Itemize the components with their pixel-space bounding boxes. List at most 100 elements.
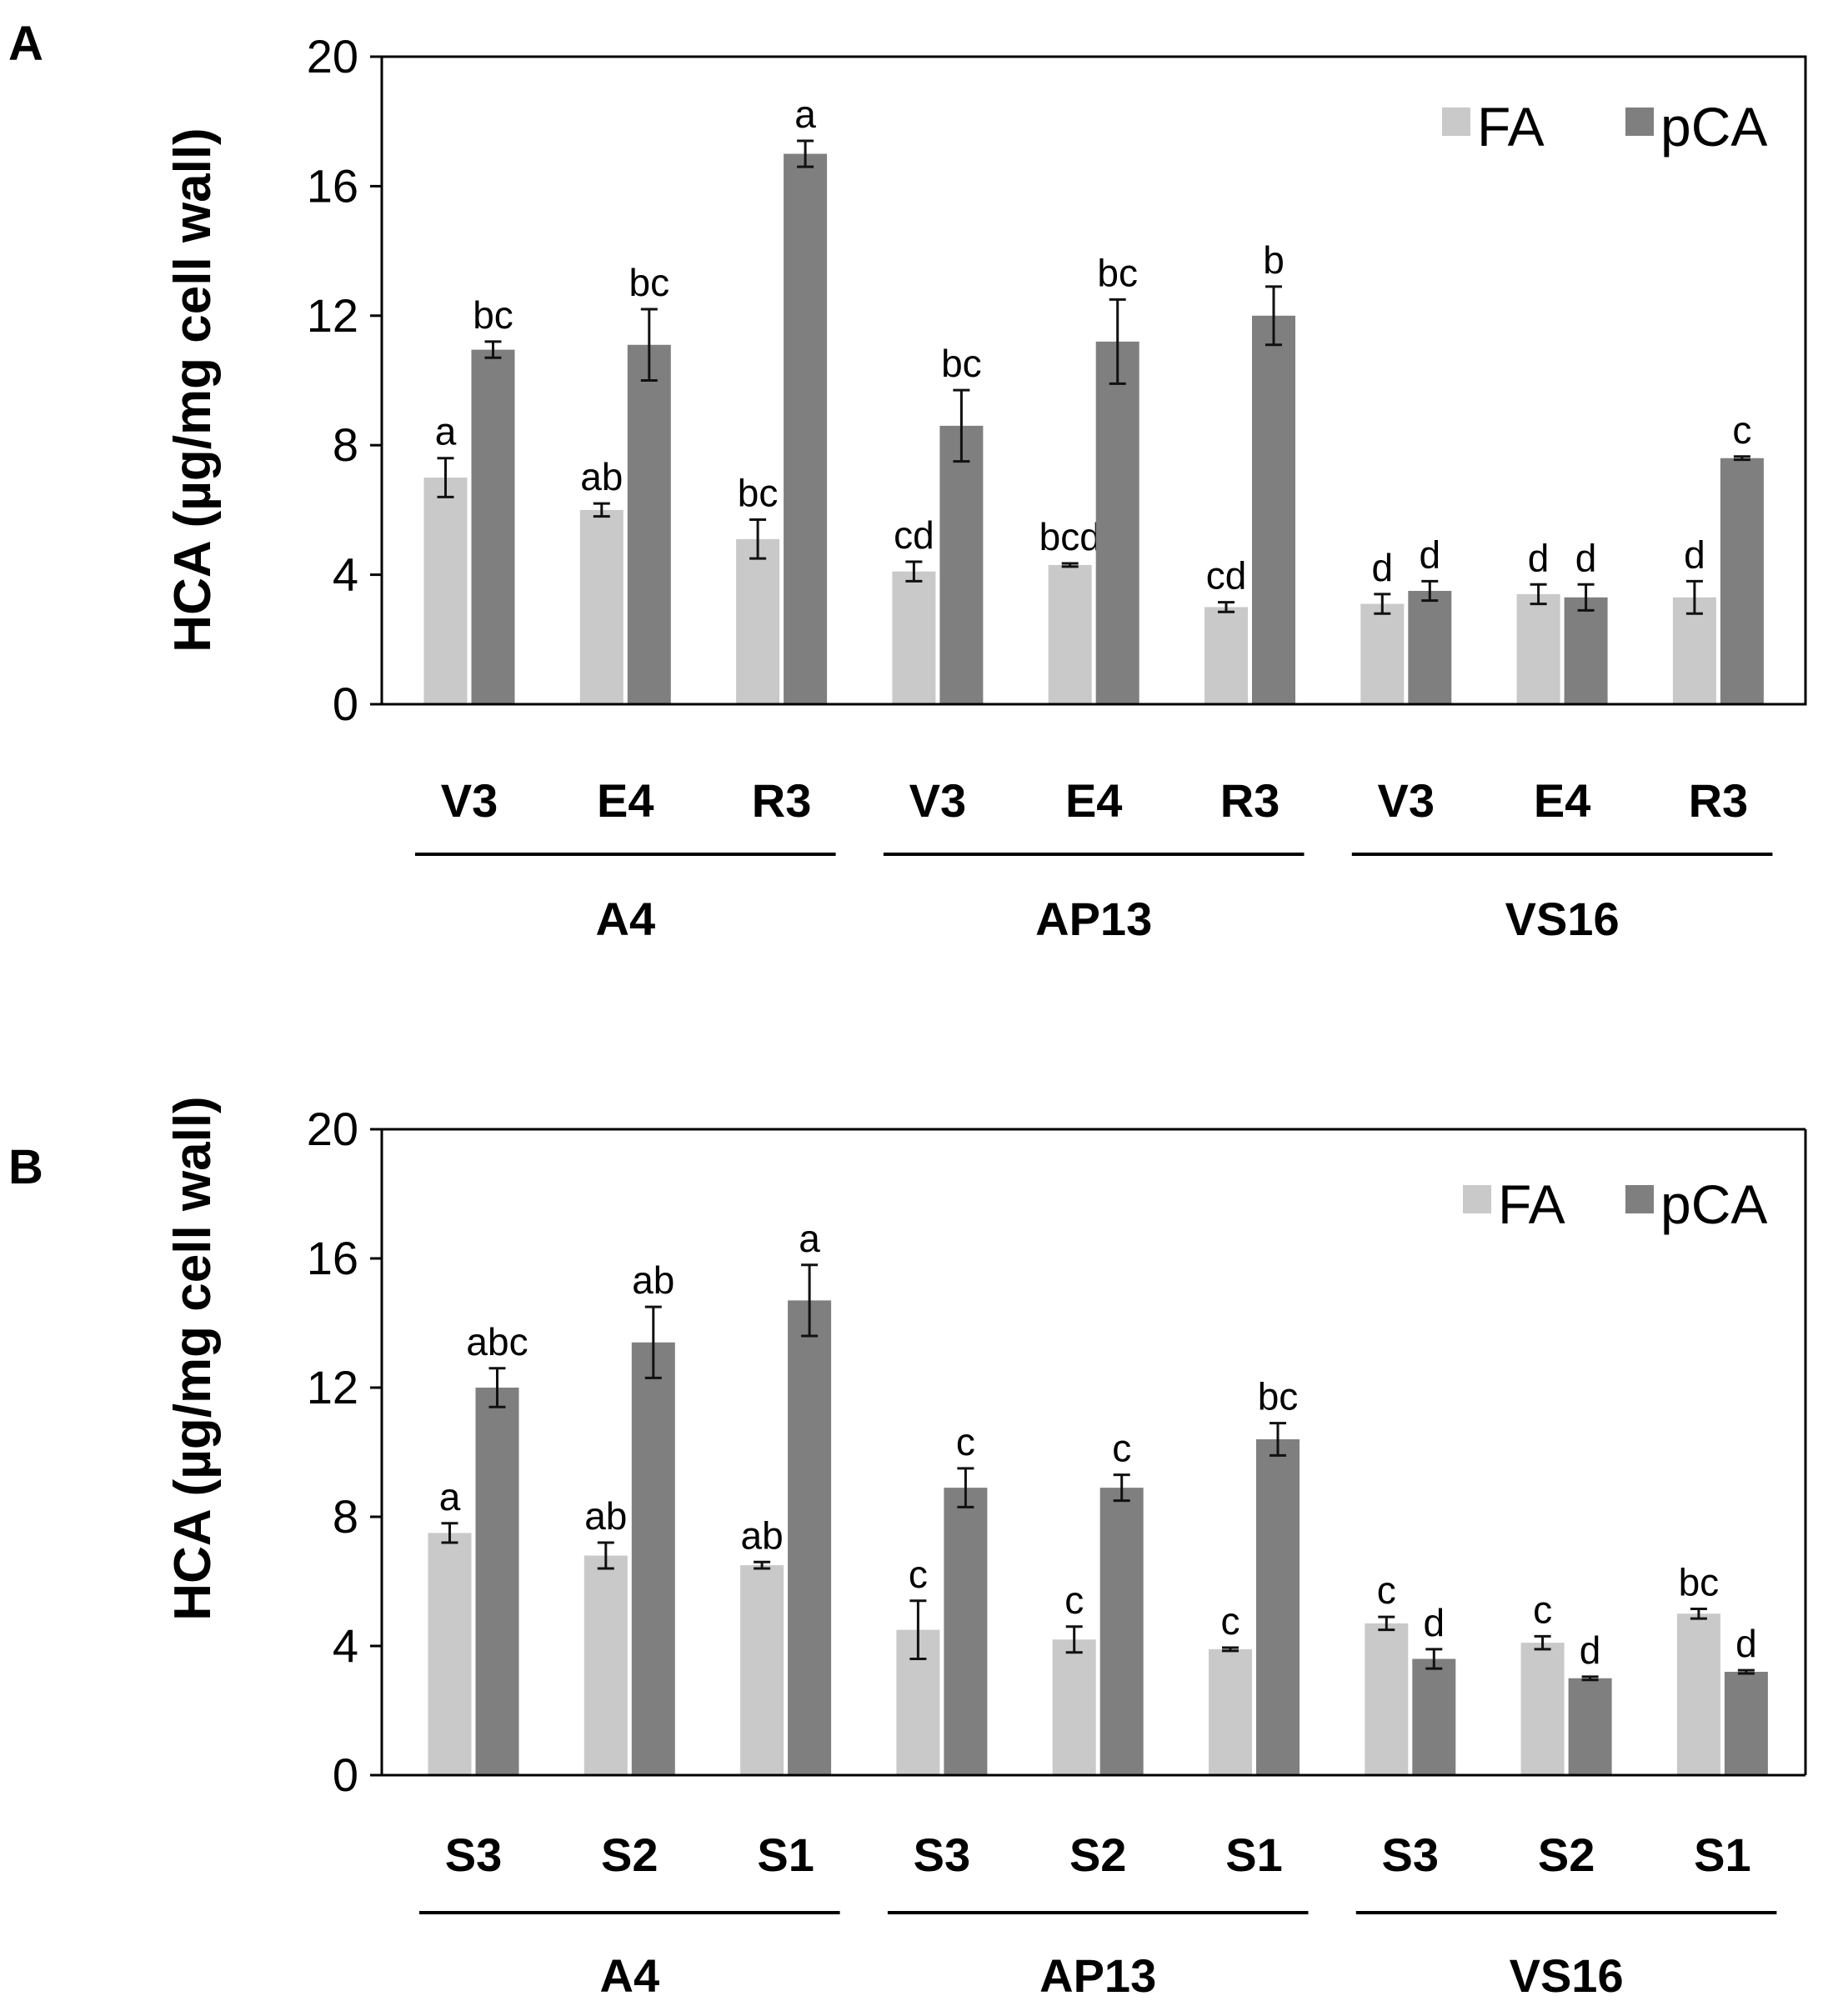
significance-label: ab [741, 1513, 784, 1557]
y-tick-label: 12 [307, 1361, 358, 1413]
significance-label: cd [1206, 554, 1247, 598]
panel-b-axes: 0 4 8 12 16 20 S3 S2 S1 S3 S2 S1 S3 S2 S1 A4 AP13 VS16 [307, 1103, 1805, 2002]
significance-label: c [1533, 1588, 1552, 1631]
category-label: S2 [601, 1828, 659, 1881]
bar-pca [944, 1488, 988, 1775]
significance-label: a [794, 93, 816, 136]
bar-fa [1676, 1613, 1720, 1775]
group-label: AP13 [1035, 893, 1152, 945]
significance-label: bc [1679, 1560, 1720, 1603]
panel-b-y-axis-label: HCA (µg/mg cell wall) [164, 1096, 222, 1620]
panel-b-letter: B [8, 1140, 43, 1194]
bar-pca [788, 1300, 832, 1775]
significance-label: a [799, 1217, 820, 1260]
bar-pca [939, 425, 984, 704]
category-label: S3 [914, 1828, 971, 1881]
y-tick-label: 12 [307, 289, 358, 342]
category-label: S1 [1225, 1828, 1283, 1881]
significance-label: c [956, 1420, 975, 1463]
category-label: S3 [1382, 1828, 1440, 1881]
bar-fa [1052, 1639, 1096, 1775]
bar-pca [627, 344, 671, 704]
bar-pca [1408, 591, 1452, 704]
category-label: S1 [1694, 1828, 1751, 1881]
bar-fa [579, 509, 624, 704]
y-tick-label: 4 [333, 1619, 358, 1672]
category-label: R3 [1689, 774, 1749, 827]
panel-b: B HCA (µg/mg cell wall) a abc ab ab ab a c c c c c… [8, 1096, 1807, 2002]
significance-label: d [1528, 536, 1550, 579]
panel-a-axes: 0 4 8 12 16 20 V3 E4 R3 V3 E4 R3 V3 E4 R3 A4 AP13 VS16 [307, 30, 1805, 945]
legend-label-pca: pCA [1660, 96, 1767, 158]
category-label: V3 [441, 774, 498, 827]
category-label: E4 [597, 774, 654, 827]
significance-label: cd [894, 513, 934, 557]
bar-fa [1672, 597, 1716, 704]
significance-label: a [439, 1475, 461, 1518]
significance-label: c [1064, 1578, 1084, 1622]
y-tick-label: 20 [307, 1103, 358, 1155]
significance-label: bc [738, 472, 779, 515]
bar-pca [471, 349, 515, 704]
significance-label: bc [1097, 251, 1138, 294]
category-label: R3 [1220, 774, 1280, 827]
significance-label: d [1420, 533, 1441, 576]
y-tick-label: 0 [333, 1748, 358, 1801]
legend-label-fa: FA [1477, 96, 1545, 158]
group-label: A4 [596, 893, 656, 945]
bar-fa [428, 1533, 472, 1775]
bar-pca [475, 1388, 519, 1775]
category-label: S2 [1538, 1828, 1595, 1881]
y-tick-label: 0 [333, 678, 358, 730]
significance-label: bc [629, 261, 670, 304]
bar-fa [1360, 603, 1405, 704]
significance-label: bcd [1039, 515, 1101, 558]
panel-a-legend: FA pCA [1442, 96, 1767, 158]
category-label: E4 [1534, 774, 1591, 827]
category-label: V3 [909, 774, 967, 827]
legend-swatch-fa [1463, 1185, 1491, 1213]
group-label: A4 [600, 1949, 660, 2002]
legend-swatch-pca [1625, 1185, 1654, 1213]
significance-label: bc [473, 293, 513, 337]
bar-fa [423, 478, 468, 704]
significance-label: abc [466, 1320, 528, 1363]
group-label: AP13 [1039, 1949, 1156, 2002]
significance-label: c [1221, 1599, 1240, 1643]
significance-label: ab [580, 455, 623, 498]
bar-fa [740, 1565, 784, 1775]
legend-swatch-fa [1442, 108, 1470, 136]
significance-label: bc [941, 342, 982, 385]
y-tick-label: 8 [333, 1490, 358, 1543]
bar-fa [1209, 1648, 1252, 1775]
significance-label: ab [584, 1494, 627, 1538]
legend-label-pca: pCA [1660, 1173, 1767, 1235]
y-tick-label: 16 [307, 1232, 358, 1284]
bar-fa [1516, 593, 1560, 704]
significance-label: c [1112, 1427, 1131, 1470]
significance-label: d [1372, 546, 1394, 589]
bar-fa [1520, 1643, 1565, 1775]
bar-pca [1720, 458, 1764, 704]
y-tick-label: 4 [333, 548, 358, 601]
bar-fa [583, 1555, 628, 1775]
bar-pca [1724, 1672, 1768, 1775]
significance-label: d [1580, 1628, 1601, 1672]
bar-fa [1365, 1623, 1409, 1775]
significance-label: d [1575, 536, 1597, 579]
category-label: E4 [1065, 774, 1123, 827]
bar-pca [1564, 597, 1608, 704]
category-label: S3 [445, 1828, 503, 1881]
significance-label: b [1263, 238, 1285, 282]
bar-pca [1252, 315, 1295, 704]
panel-a-letter: A [8, 17, 43, 71]
y-tick-label: 20 [307, 30, 358, 83]
bar-pca [784, 153, 828, 705]
category-label: V3 [1378, 774, 1435, 827]
bar-pca [1568, 1678, 1612, 1775]
bar-pca [1256, 1439, 1300, 1775]
panel-b-legend: FA pCA [1463, 1173, 1767, 1235]
